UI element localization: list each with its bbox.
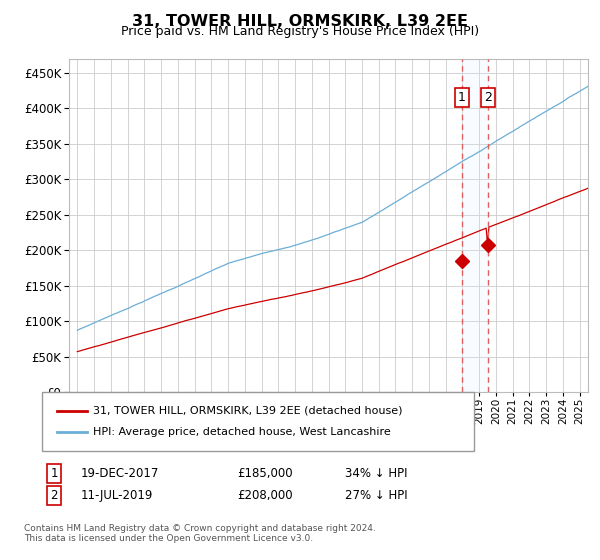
Text: 31, TOWER HILL, ORMSKIRK, L39 2EE (detached house): 31, TOWER HILL, ORMSKIRK, L39 2EE (detac… [93, 406, 403, 416]
Text: 19-DEC-2017: 19-DEC-2017 [81, 466, 160, 480]
Text: £208,000: £208,000 [237, 489, 293, 502]
Text: 2: 2 [484, 91, 492, 104]
Text: 27% ↓ HPI: 27% ↓ HPI [345, 489, 407, 502]
Text: HPI: Average price, detached house, West Lancashire: HPI: Average price, detached house, West… [93, 427, 391, 437]
Text: Price paid vs. HM Land Registry's House Price Index (HPI): Price paid vs. HM Land Registry's House … [121, 25, 479, 38]
Text: 2: 2 [50, 489, 58, 502]
Text: Contains HM Land Registry data © Crown copyright and database right 2024.
This d: Contains HM Land Registry data © Crown c… [24, 524, 376, 543]
Text: 31, TOWER HILL, ORMSKIRK, L39 2EE: 31, TOWER HILL, ORMSKIRK, L39 2EE [132, 14, 468, 29]
Text: 1: 1 [458, 91, 466, 104]
Text: 1: 1 [50, 466, 58, 480]
Text: 11-JUL-2019: 11-JUL-2019 [81, 489, 154, 502]
Text: £185,000: £185,000 [237, 466, 293, 480]
Bar [462, 59, 488, 392]
Text: 34% ↓ HPI: 34% ↓ HPI [345, 466, 407, 480]
